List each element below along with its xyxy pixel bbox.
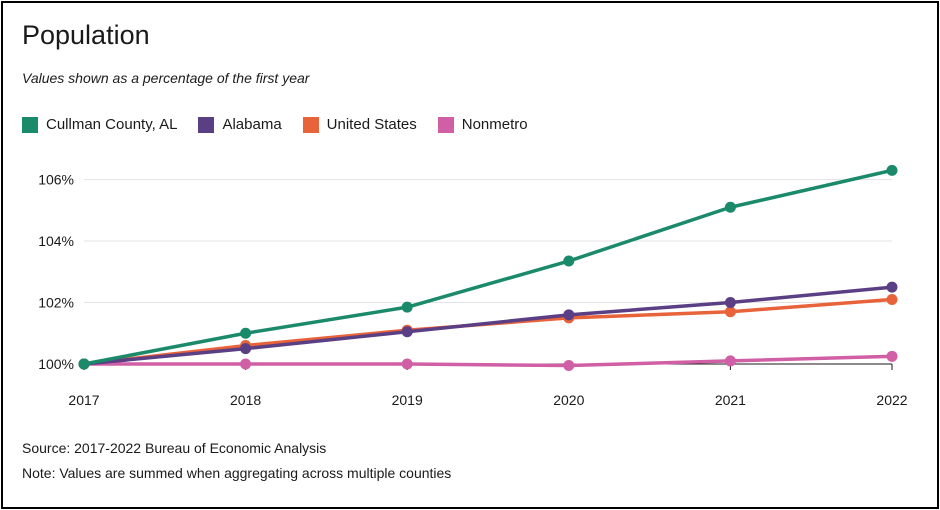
data-point-nonmetro [240, 359, 251, 370]
series-line-united-states [84, 299, 892, 364]
series-line-cullman-county-al [84, 170, 892, 364]
data-point-cullman-county-al [402, 302, 413, 313]
aggregation-note: Note: Values are summed when aggregating… [22, 465, 451, 481]
x-tick-label: 2018 [230, 392, 261, 408]
series-lines [79, 165, 898, 371]
y-tick-label: 102% [38, 295, 74, 311]
y-tick-label: 106% [38, 172, 74, 188]
y-tick-label: 104% [38, 233, 74, 249]
data-point-alabama [725, 297, 736, 308]
data-point-nonmetro [725, 355, 736, 366]
data-point-cullman-county-al [887, 165, 898, 176]
x-tick-label: 2021 [715, 392, 746, 408]
data-point-cullman-county-al [725, 202, 736, 213]
line-chart: 100% 102% 104% 106% 2017 2018 2019 2020 2021 2022 [0, 0, 940, 510]
y-tick-label: 100% [38, 356, 74, 372]
x-tick-label: 2017 [68, 392, 99, 408]
data-point-nonmetro [402, 359, 413, 370]
data-point-alabama [887, 282, 898, 293]
x-tick-label: 2020 [553, 392, 584, 408]
data-point-cullman-county-al [240, 328, 251, 339]
data-point-united-states [887, 294, 898, 305]
data-point-alabama [563, 309, 574, 320]
x-tick-label: 2019 [392, 392, 423, 408]
data-point-nonmetro [563, 360, 574, 371]
source-note: Source: 2017-2022 Bureau of Economic Ana… [22, 440, 326, 456]
data-point-nonmetro [887, 351, 898, 362]
x-tick-label: 2022 [876, 392, 907, 408]
data-point-cullman-county-al [563, 256, 574, 267]
data-point-cullman-county-al [79, 359, 90, 370]
data-point-alabama [402, 326, 413, 337]
data-point-alabama [240, 343, 251, 354]
